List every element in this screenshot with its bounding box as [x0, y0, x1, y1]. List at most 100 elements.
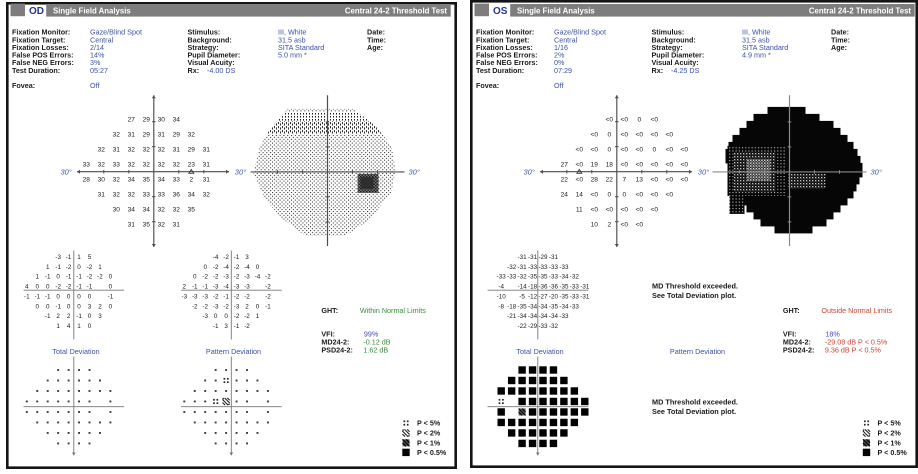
- svg-text:-27: -27: [538, 293, 548, 300]
- svg-text:31: 31: [128, 132, 136, 139]
- svg-text:32: 32: [173, 162, 181, 169]
- svg-text:-33: -33: [570, 284, 580, 291]
- svg-text:-4: -4: [244, 264, 250, 271]
- svg-text:-2: -2: [223, 303, 229, 310]
- svg-text:27: 27: [128, 117, 136, 124]
- svg-text:30: 30: [98, 177, 106, 184]
- svg-text:III, White: III, White: [742, 28, 770, 37]
- svg-text:19: 19: [591, 162, 599, 169]
- svg-text:<0: <0: [666, 162, 674, 169]
- svg-text:<0: <0: [666, 192, 674, 199]
- svg-text:4.9 mm *: 4.9 mm *: [742, 51, 771, 60]
- svg-text:3: 3: [245, 254, 249, 261]
- svg-text:<0: <0: [621, 147, 629, 154]
- svg-text:0: 0: [88, 293, 92, 300]
- svg-text:30°: 30°: [60, 167, 71, 176]
- svg-text:3: 3: [98, 313, 102, 320]
- svg-text:34: 34: [128, 207, 136, 214]
- svg-text:32: 32: [128, 147, 136, 154]
- svg-text:Pupil Diameter:: Pupil Diameter:: [188, 51, 241, 60]
- svg-text:-4: -4: [213, 254, 219, 261]
- svg-text:False NEG Errors:: False NEG Errors:: [12, 58, 74, 67]
- svg-text:33: 33: [173, 177, 181, 184]
- svg-text:10: 10: [591, 222, 599, 229]
- svg-text:0: 0: [109, 274, 113, 281]
- svg-text:<0: <0: [666, 147, 674, 154]
- svg-text:1: 1: [46, 264, 50, 271]
- svg-text:SITA Standard: SITA Standard: [742, 43, 788, 52]
- svg-text:<0: <0: [681, 162, 689, 169]
- svg-text:7: 7: [622, 177, 626, 184]
- svg-text:13: 13: [636, 177, 644, 184]
- svg-text:-33: -33: [559, 313, 569, 320]
- svg-text:P < 2%: P < 2%: [878, 429, 902, 438]
- svg-text:<0: <0: [681, 147, 689, 154]
- svg-text:2: 2: [189, 177, 193, 184]
- svg-text:OS: OS: [493, 6, 508, 17]
- svg-text:P < 2%: P < 2%: [417, 429, 441, 438]
- svg-text:-2: -2: [213, 274, 219, 281]
- svg-text:-2: -2: [244, 293, 250, 300]
- svg-text:-34: -34: [518, 313, 528, 320]
- svg-text:29: 29: [173, 132, 181, 139]
- svg-text:-1: -1: [66, 274, 72, 281]
- svg-text:-29: -29: [538, 254, 548, 261]
- svg-text:-4: -4: [223, 264, 229, 271]
- svg-text:Pupil Diameter:: Pupil Diameter:: [652, 51, 705, 60]
- svg-text:Single Field Analysis: Single Field Analysis: [517, 6, 595, 15]
- svg-text:18%: 18%: [825, 330, 840, 339]
- svg-text:<0: <0: [576, 162, 584, 169]
- svg-text:-1: -1: [234, 323, 240, 330]
- svg-text:-1: -1: [87, 284, 93, 291]
- svg-text:P < 0.5%: P < 0.5%: [878, 448, 908, 457]
- svg-text:-2: -2: [87, 274, 93, 281]
- svg-text:-1: -1: [192, 284, 198, 291]
- svg-text:4: 4: [25, 284, 29, 291]
- svg-text:Off: Off: [554, 81, 563, 90]
- svg-text:-3: -3: [213, 284, 219, 291]
- svg-text:-18: -18: [528, 284, 538, 291]
- svg-text:-2: -2: [202, 274, 208, 281]
- svg-text:0: 0: [607, 147, 611, 154]
- svg-text:Stimulus:: Stimulus:: [652, 28, 685, 37]
- svg-text:29: 29: [188, 147, 196, 154]
- svg-text:0: 0: [46, 303, 50, 310]
- svg-text:0: 0: [652, 147, 656, 154]
- svg-text:33: 33: [158, 192, 166, 199]
- svg-text:False NEG Errors:: False NEG Errors:: [476, 58, 538, 67]
- svg-text:Central 24-2 Threshold Test: Central 24-2 Threshold Test: [345, 6, 448, 15]
- svg-text:<0: <0: [591, 207, 599, 214]
- svg-text:0: 0: [607, 192, 611, 199]
- svg-text:<0: <0: [651, 177, 659, 184]
- svg-text:Strategy:: Strategy:: [652, 43, 683, 52]
- svg-text:-12: -12: [528, 293, 538, 300]
- svg-text:GHT:: GHT:: [321, 306, 338, 315]
- svg-text:-22: -22: [518, 323, 528, 330]
- svg-text:OD: OD: [29, 6, 44, 17]
- svg-text:MD Threshold exceeded.: MD Threshold exceeded.: [652, 398, 738, 407]
- svg-text:-3: -3: [234, 303, 240, 310]
- svg-text:3: 3: [224, 323, 228, 330]
- svg-text:Off: Off: [90, 81, 99, 90]
- svg-text:Single Field Analysis: Single Field Analysis: [53, 6, 131, 15]
- svg-text:III, White: III, White: [278, 28, 306, 37]
- svg-text:22: 22: [606, 177, 614, 184]
- svg-text:<0: <0: [636, 132, 644, 139]
- svg-text:Test Duration:: Test Duration:: [476, 66, 524, 75]
- svg-text:<0: <0: [576, 177, 584, 184]
- svg-text:GHT:: GHT:: [783, 306, 800, 315]
- svg-text:1: 1: [35, 274, 39, 281]
- svg-text:0: 0: [35, 284, 39, 291]
- svg-text:32: 32: [188, 132, 196, 139]
- svg-text:-2: -2: [213, 264, 219, 271]
- svg-text:31: 31: [203, 177, 211, 184]
- svg-text:31: 31: [113, 147, 121, 154]
- svg-text:P < 0.5%: P < 0.5%: [417, 448, 447, 457]
- svg-text:3: 3: [88, 303, 92, 310]
- svg-text:-3: -3: [244, 274, 250, 281]
- svg-text:-4: -4: [223, 284, 229, 291]
- svg-text:See Total Deviation plot.: See Total Deviation plot.: [652, 407, 736, 416]
- svg-text:-32: -32: [518, 274, 528, 281]
- svg-text:36: 36: [173, 192, 181, 199]
- svg-text:34: 34: [173, 117, 181, 124]
